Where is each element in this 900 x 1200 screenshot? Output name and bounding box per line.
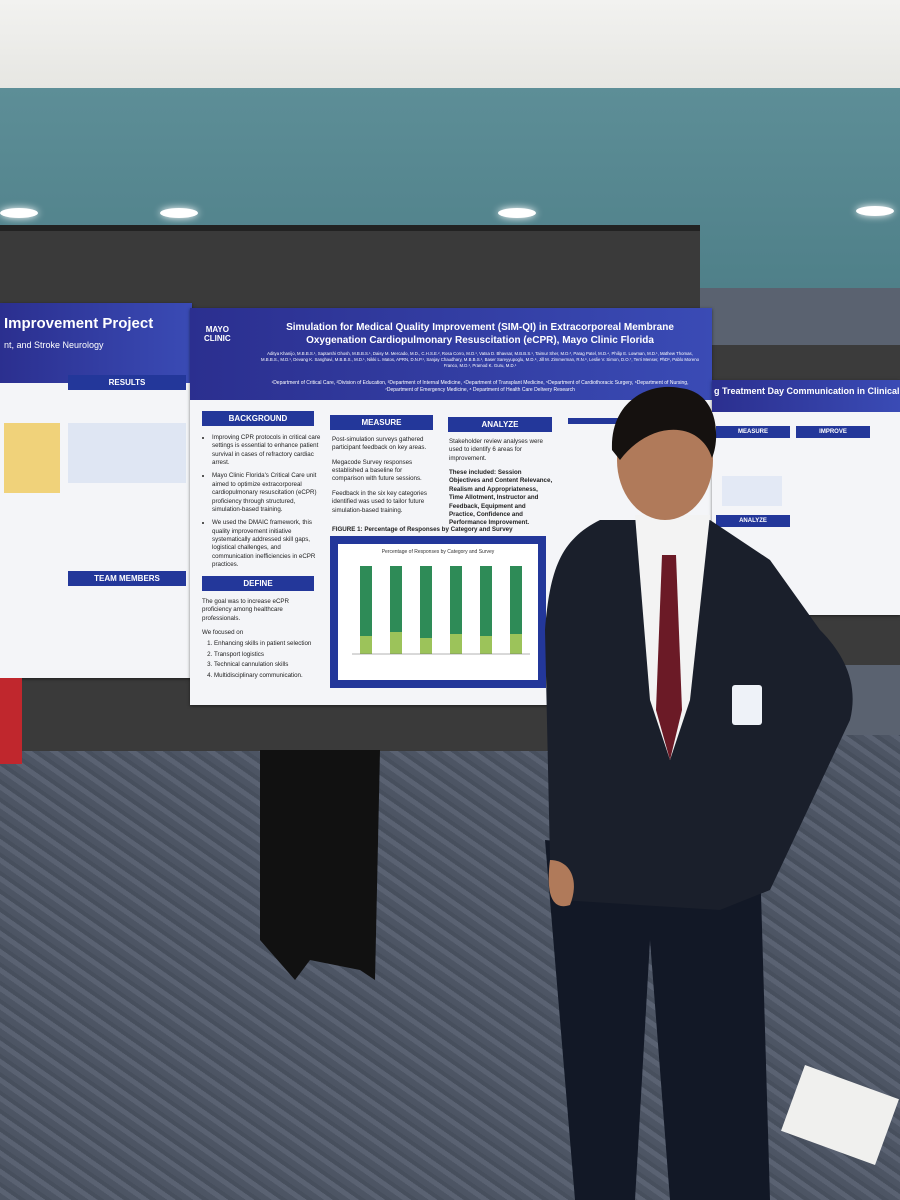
left-poster: Improvement Project nt, and Stroke Neuro… bbox=[0, 303, 192, 678]
bar-image bbox=[480, 636, 492, 654]
paragraph: These included: Session Objectives and C… bbox=[449, 469, 553, 527]
diagram-image bbox=[4, 423, 60, 493]
bar-image bbox=[480, 566, 492, 654]
section-heading: BACKGROUND bbox=[202, 411, 314, 426]
list-item: We used the DMAIC framework, this qualit… bbox=[212, 519, 324, 569]
section-heading: TEAM MEMBERS bbox=[68, 571, 186, 586]
poster-subtitle: nt, and Stroke Neurology bbox=[4, 340, 104, 350]
light bbox=[160, 208, 198, 218]
background-list: Improving CPR protocols in critical care… bbox=[202, 434, 324, 574]
ceiling bbox=[0, 0, 900, 90]
chart-image bbox=[68, 423, 186, 483]
figure-caption: FIGURE 1: Percentage of Responses by Cat… bbox=[332, 526, 513, 533]
poster-title: Simulation for Medical Quality Improveme… bbox=[286, 322, 674, 346]
figure-bars bbox=[352, 566, 530, 655]
chart-image bbox=[722, 476, 782, 506]
right-poster: g Treatment Day Communication in Clinica… bbox=[712, 380, 900, 615]
poster-header: g Treatment Day Communication in Clinica… bbox=[712, 380, 900, 412]
section-heading: MEASURE bbox=[716, 426, 790, 438]
figure-frame: Percentage of Responses by Category and … bbox=[330, 536, 546, 688]
bar-image bbox=[360, 636, 372, 654]
bar-image bbox=[450, 634, 462, 654]
hair bbox=[611, 386, 717, 460]
section-heading: DEFINE bbox=[202, 576, 314, 591]
list-item: Mayo Clinic Florida's Critical Care unit… bbox=[212, 472, 324, 514]
section-heading: ANALYZE bbox=[716, 515, 790, 527]
affiliations: ¹Department of Critical Care, ²Division … bbox=[271, 380, 689, 393]
bar-image bbox=[420, 566, 432, 654]
figure-chart-title: Percentage of Responses by Category and … bbox=[382, 549, 495, 555]
light bbox=[856, 206, 894, 216]
bar-image bbox=[510, 634, 522, 654]
logo: MAYO CLINIC bbox=[204, 325, 231, 344]
badge bbox=[732, 685, 762, 725]
bar-image bbox=[510, 566, 522, 654]
section-heading: MEASURE bbox=[330, 415, 433, 430]
list-item: Improving CPR protocols in critical care… bbox=[212, 434, 324, 467]
red-sign bbox=[0, 678, 22, 764]
center-poster: MAYO CLINIC Simulation for Medical Quali… bbox=[190, 308, 712, 705]
figure-chart: Percentage of Responses by Category and … bbox=[338, 544, 538, 680]
define-list: Enhancing skills in patient selection Tr… bbox=[202, 640, 316, 679]
section-heading: RESULTS bbox=[68, 375, 186, 390]
paragraph: We focused on bbox=[202, 629, 244, 637]
bar-image bbox=[450, 566, 462, 654]
poster-header: Improvement Project nt, and Stroke Neuro… bbox=[0, 303, 192, 383]
section-heading bbox=[568, 418, 628, 424]
paragraph: Feedback in the six key categories ident… bbox=[332, 489, 427, 514]
bar-image bbox=[360, 566, 372, 654]
trousers bbox=[545, 840, 770, 1200]
light bbox=[498, 208, 536, 218]
section-heading: ANALYZE bbox=[448, 417, 552, 432]
define-text: The goal was to increase eCPR proficienc… bbox=[202, 598, 316, 682]
hand bbox=[548, 860, 574, 907]
background-person bbox=[260, 750, 380, 980]
list-item: Technical cannulation skills bbox=[214, 661, 316, 669]
paragraph: Post-simulation surveys gathered partici… bbox=[332, 436, 427, 452]
tie bbox=[656, 555, 682, 760]
analyze-text: Stakeholder review analyses were used to… bbox=[449, 438, 553, 534]
list-item: Enhancing skills in patient selection bbox=[214, 640, 316, 648]
paragraph: The goal was to increase eCPR proficienc… bbox=[202, 598, 290, 622]
list-item: Multidisciplinary communication. bbox=[214, 672, 316, 680]
poster-header bbox=[190, 308, 712, 400]
section-heading: IMPROVE bbox=[796, 426, 870, 438]
paragraph: Stakeholder review analyses were used to… bbox=[449, 438, 543, 462]
logo-text: MAYO bbox=[205, 325, 229, 334]
bar-image bbox=[390, 632, 402, 654]
light bbox=[0, 208, 38, 218]
people bbox=[260, 386, 853, 1200]
list-item: Transport logistics bbox=[214, 651, 316, 659]
measure-text: Post-simulation surveys gathered partici… bbox=[332, 436, 434, 521]
bar-image bbox=[420, 638, 432, 654]
poster-title: Improvement Project bbox=[4, 315, 154, 332]
paragraph: Megacode Survey responses established a … bbox=[332, 458, 422, 483]
logo-text: CLINIC bbox=[204, 333, 231, 343]
authors: Aditya Khanijo, M.B.B.S.¹, Saptarshi Gho… bbox=[260, 351, 700, 369]
jacket bbox=[545, 520, 853, 910]
